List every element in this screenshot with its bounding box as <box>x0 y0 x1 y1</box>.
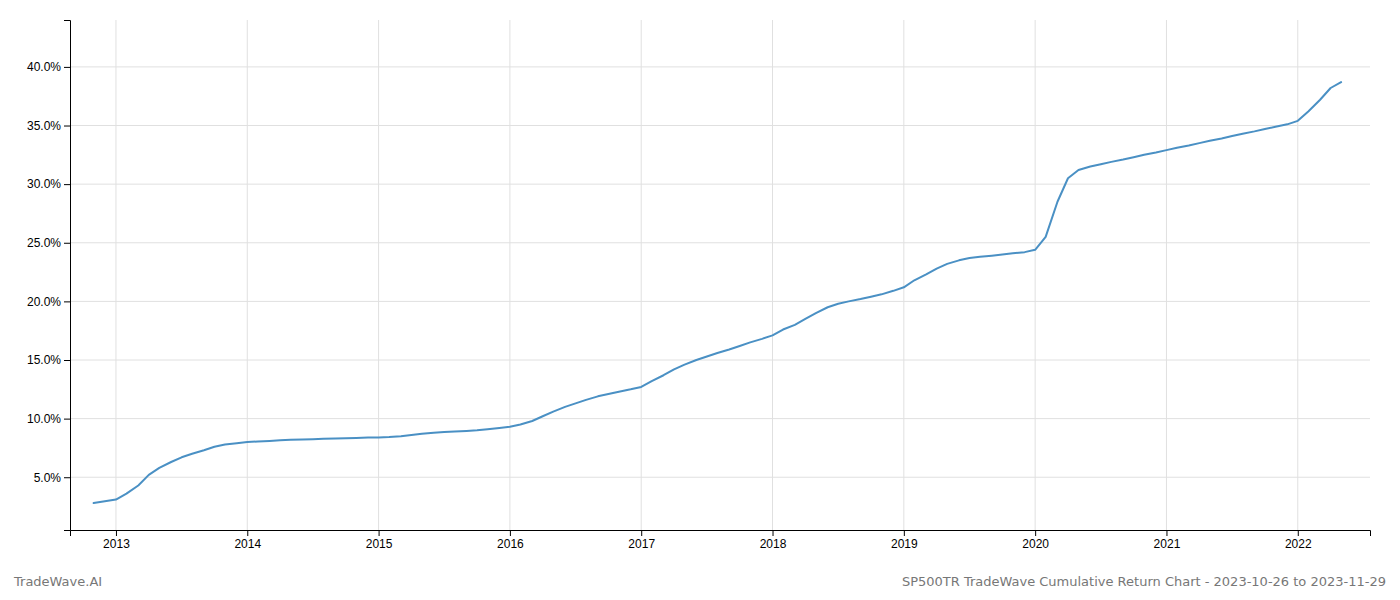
y-tick-label: 15.0% <box>27 353 61 367</box>
x-tick-mark <box>116 530 117 536</box>
grid-line-x <box>903 20 904 530</box>
x-tick: 2017 <box>628 530 655 551</box>
grid-line-y <box>70 125 1370 126</box>
x-tick: 2014 <box>234 530 261 551</box>
y-tick: 15.0% <box>27 353 70 367</box>
y-tick-mark <box>64 301 70 302</box>
grid-line-x <box>641 20 642 530</box>
y-axis-line <box>64 21 71 531</box>
x-tick: 2015 <box>366 530 393 551</box>
y-tick-mark <box>64 67 70 68</box>
x-axis: 2013 2014 2015 2016 2017 2018 2019 2020 2021 2022 <box>71 530 1371 551</box>
y-tick-label: 20.0% <box>27 295 61 309</box>
grid-line-y <box>70 360 1370 361</box>
x-tick-mark <box>510 530 511 536</box>
y-tick: 40.0% <box>27 60 70 74</box>
x-tick-mark <box>1298 530 1299 536</box>
grid-line-x <box>378 20 379 530</box>
x-tick-label: 2020 <box>1022 537 1049 551</box>
x-tick-label: 2013 <box>103 537 130 551</box>
y-tick-label: 5.0% <box>34 471 62 485</box>
y-tick-mark <box>64 184 70 185</box>
grid <box>70 20 1370 530</box>
y-tick-mark <box>64 477 70 478</box>
chart: 2013 2014 2015 2016 2017 2018 2019 2020 2021 2022… <box>0 0 1400 600</box>
x-tick-label: 2021 <box>1154 537 1181 551</box>
x-tick-mark <box>773 530 774 536</box>
y-tick: 10.0% <box>27 412 70 426</box>
x-tick-mark <box>641 530 642 536</box>
y-tick-mark <box>64 360 70 361</box>
y-tick: 5.0% <box>34 471 70 485</box>
x-tick: 2020 <box>1022 530 1049 551</box>
x-tick-label: 2017 <box>628 537 655 551</box>
x-axis-line <box>71 531 1371 537</box>
grid-line-y <box>70 301 1370 302</box>
x-tick-label: 2019 <box>891 537 918 551</box>
x-tick: 2016 <box>497 530 524 551</box>
y-axis: 5.0% 10.0% 15.0% 20.0% 25.0% 30.0% 35.0% 40.0% <box>27 21 71 531</box>
grid-line-y <box>70 184 1370 185</box>
grid-line-x <box>115 20 116 530</box>
x-tick-label: 2014 <box>234 537 261 551</box>
y-tick-label: 40.0% <box>27 60 61 74</box>
grid-line-y <box>70 418 1370 419</box>
y-tick: 20.0% <box>27 295 70 309</box>
x-tick: 2013 <box>103 530 130 551</box>
y-tick-label: 35.0% <box>27 119 61 133</box>
title: SP500TR TradeWave Cumulative Return Char… <box>902 574 1386 589</box>
marks <box>94 82 1341 503</box>
footer: TradeWave.AI SP500TR TradeWave Cumulative… <box>13 574 1386 589</box>
x-tick-label: 2016 <box>497 537 524 551</box>
y-tick-mark <box>64 419 70 420</box>
x-tick-label: 2015 <box>366 537 393 551</box>
x-tick-mark <box>379 530 380 536</box>
grid-line-x <box>1035 20 1036 530</box>
watermark: TradeWave.AI <box>13 574 102 589</box>
x-tick: 2018 <box>760 530 787 551</box>
grid-line-x <box>509 20 510 530</box>
x-tick: 2019 <box>891 530 918 551</box>
x-tick-label: 2018 <box>760 537 787 551</box>
grid-line-x <box>772 20 773 530</box>
line <box>94 82 1341 503</box>
grid-line-x <box>1297 20 1298 530</box>
grid-line-y <box>70 477 1370 478</box>
x-tick: 2022 <box>1285 530 1312 551</box>
x-tick-mark <box>1166 530 1167 536</box>
grid-line-x <box>247 20 248 530</box>
x-tick: 2021 <box>1154 530 1181 551</box>
y-tick: 30.0% <box>27 177 70 191</box>
y-tick-mark <box>64 243 70 244</box>
grid-line-x <box>1166 20 1167 530</box>
x-tick-label: 2022 <box>1285 537 1312 551</box>
plot-area: 2013 2014 2015 2016 2017 2018 2019 2020 2021 2022… <box>27 20 1371 551</box>
y-tick-mark <box>64 126 70 127</box>
x-tick-mark <box>247 530 248 536</box>
grid-line-y <box>70 242 1370 243</box>
y-tick-label: 25.0% <box>27 236 61 250</box>
y-tick: 35.0% <box>27 119 70 133</box>
grid-line-y <box>70 66 1370 67</box>
x-tick-mark <box>1035 530 1036 536</box>
x-tick-mark <box>904 530 905 536</box>
y-tick: 25.0% <box>27 236 70 250</box>
y-tick-label: 30.0% <box>27 177 61 191</box>
y-tick-label: 10.0% <box>27 412 61 426</box>
